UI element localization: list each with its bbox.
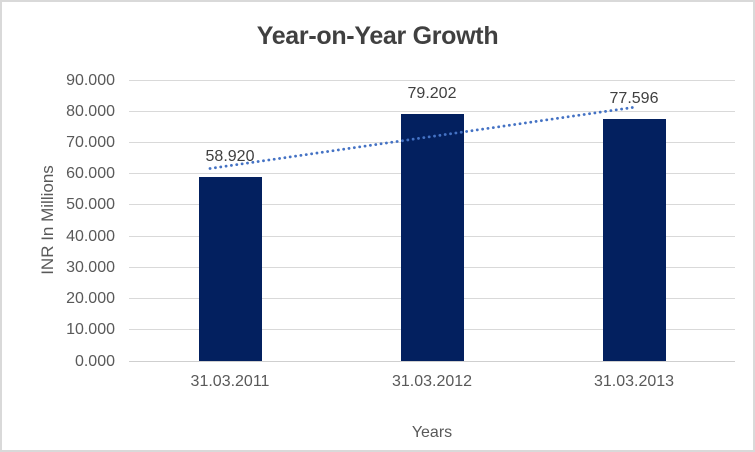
y-tick-label: 10.000 <box>66 321 115 339</box>
bar-31.03.2012 <box>400 113 464 361</box>
gridline-0.000 <box>129 360 735 362</box>
chart-title: Year-on-Year Growth <box>256 22 499 50</box>
plot-area <box>129 79 735 362</box>
gridline-90.000 <box>129 79 735 81</box>
y-tick-label: 30.000 <box>66 258 115 276</box>
data-label-31.03.2012: 79.202 <box>407 84 457 102</box>
bar-31.03.2013 <box>602 118 666 361</box>
y-tick-label: 60.000 <box>66 165 115 183</box>
trendline-dots <box>208 105 636 170</box>
x-tick-label: 31.03.2013 <box>593 373 675 390</box>
bar-31.03.2011 <box>198 177 262 361</box>
y-tick-label: 40.000 <box>66 227 115 245</box>
y-tick-label: 70.000 <box>66 133 115 151</box>
y-tick-label: 20.000 <box>66 290 115 308</box>
x-tick-label: 31.03.2011 <box>190 373 270 390</box>
y-tick-label: 90.000 <box>66 71 115 89</box>
y-tick-label: 50.000 <box>66 196 115 214</box>
x-axis-title: Years <box>411 424 453 441</box>
data-label-31.03.2011: 58.920 <box>205 148 255 166</box>
x-tick-label: 31.03.2012 <box>391 373 473 390</box>
y-tick-label: 0.000 <box>74 352 115 370</box>
y-tick-label: 80.000 <box>66 102 115 120</box>
trendline <box>208 105 636 170</box>
gridline-80.000 <box>129 110 735 112</box>
data-label-31.03.2013: 77.596 <box>609 89 659 107</box>
